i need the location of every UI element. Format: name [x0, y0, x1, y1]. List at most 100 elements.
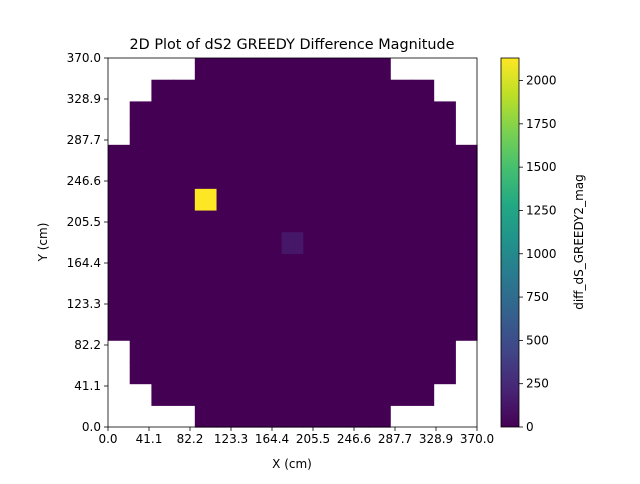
- heatmap-cell: [259, 188, 283, 211]
- heatmap-cell: [259, 253, 283, 276]
- heatmap-cell: [238, 275, 261, 298]
- heatmap-cell: [216, 231, 239, 254]
- heatmap-cell: [281, 318, 304, 341]
- heatmap-cell: [303, 231, 326, 254]
- y-axis-label: Y (cm): [36, 223, 50, 263]
- heatmap-cell: [346, 275, 370, 298]
- heatmap-cell: [390, 144, 413, 168]
- heatmap-cell: [368, 340, 391, 363]
- heatmap-cell: [238, 231, 261, 254]
- plot-frame: [107, 57, 478, 428]
- y-tick-label: 0.0: [82, 420, 101, 434]
- heatmap-cell: [303, 101, 326, 124]
- heatmap-cell: [281, 275, 304, 298]
- heatmap-cell: [216, 405, 239, 428]
- y-tick-label: 328.9: [67, 92, 101, 106]
- heatmap-cell: [390, 188, 413, 211]
- heatmap-cell: [368, 296, 391, 320]
- heatmap-cell: [346, 166, 370, 189]
- heatmap-cell: [238, 253, 261, 276]
- x-tick-label: 164.4: [255, 432, 289, 446]
- heatmap-cell: [411, 296, 435, 320]
- heatmap-cell: [325, 253, 348, 276]
- heatmap-cell: [216, 361, 239, 385]
- heatmap-cell: [238, 101, 261, 124]
- heatmap-cell: [194, 253, 218, 276]
- heatmap-cell: [455, 231, 478, 254]
- heatmap-cell: [173, 340, 196, 363]
- heatmap-cell: [346, 231, 370, 254]
- x-axis-ticks: 0.0 41.1 82.2 123.3 164.4 205.5 246.6 287.7 328.…: [98, 427, 494, 446]
- heatmap-cell: [390, 231, 413, 254]
- y-tick-label: 123.3: [67, 297, 101, 311]
- heatmap-cell: [281, 405, 304, 428]
- heatmap-cell: [325, 231, 348, 254]
- x-tick-label: 287.7: [378, 432, 412, 446]
- heatmap-cell: [325, 361, 348, 385]
- heatmap-cell: [173, 209, 196, 233]
- heatmap-cell: [108, 231, 131, 254]
- heatmap-cell: [216, 318, 239, 341]
- heatmap-cell: [151, 253, 174, 276]
- heatmap-cell: [433, 188, 456, 211]
- heatmap-cell: [151, 275, 174, 298]
- heatmap-cell: [390, 275, 413, 298]
- heatmap-cell: [303, 318, 326, 341]
- x-tick-label: 370.0: [460, 432, 494, 446]
- heatmap-cell: [390, 361, 413, 385]
- heatmap-cell-hot: [281, 231, 304, 254]
- heatmap-cell: [173, 275, 196, 298]
- heatmap-cell: [194, 318, 218, 341]
- heatmap-cell: [325, 166, 348, 189]
- heatmap-cell: [259, 318, 283, 341]
- heatmap-cell: [368, 231, 391, 254]
- heatmap-cell: [325, 188, 348, 211]
- heatmap-cell: [259, 166, 283, 189]
- heatmap-cell: [173, 166, 196, 189]
- heatmap-cell: [151, 79, 174, 103]
- colorbar-tick-label: 2000: [526, 74, 557, 88]
- heatmap-cell: [346, 405, 370, 428]
- heatmap-cell: [151, 166, 174, 189]
- heatmap-cell: [259, 79, 283, 103]
- heatmap-cell: [194, 101, 218, 124]
- y-tick-label: 287.7: [67, 133, 101, 147]
- x-tick-label: 205.5: [296, 432, 330, 446]
- heatmap-cell: [108, 209, 131, 233]
- heatmap-cell: [281, 340, 304, 363]
- heatmap-cell: [281, 188, 304, 211]
- heatmap-cell: [390, 101, 413, 124]
- x-axis-label: X (cm): [272, 457, 312, 471]
- heatmap-cell: [281, 101, 304, 124]
- heatmap-cell: [433, 275, 456, 298]
- chart-title: 2D Plot of dS2 GREEDY Difference Magnitu…: [130, 37, 455, 53]
- heatmap-cell: [216, 275, 239, 298]
- heatmap-cell: [259, 58, 283, 81]
- heatmap-cell: [281, 166, 304, 189]
- colorbar-label: diff_dS_GREEDY2_mag: [572, 174, 586, 309]
- colorbar-tick-label: 0: [526, 420, 534, 434]
- heatmap-cell: [325, 318, 348, 341]
- heatmap-cell: [411, 318, 435, 341]
- heatmap-cell: [238, 296, 261, 320]
- heatmap-cell: [151, 209, 174, 233]
- heatmap-cell: [173, 296, 196, 320]
- heatmap-cell: [433, 296, 456, 320]
- heatmap-cell: [173, 253, 196, 276]
- heatmap-cell: [455, 144, 478, 168]
- colorbar: [500, 57, 520, 428]
- heatmap-cell: [216, 58, 239, 81]
- heatmap-cell: [259, 123, 283, 146]
- heatmap-cell: [173, 79, 196, 103]
- heatmap-cell: [455, 209, 478, 233]
- heatmap-cell: [411, 166, 435, 189]
- heatmap-cell: [455, 296, 478, 320]
- colorbar-tick-label: 1000: [526, 247, 557, 261]
- heatmap-cell: [129, 296, 153, 320]
- heatmap-cell: [411, 383, 435, 406]
- heatmap-cell: [238, 166, 261, 189]
- heatmap-cell: [129, 123, 153, 146]
- heatmap-cell: [303, 166, 326, 189]
- heatmap-cell: [151, 144, 174, 168]
